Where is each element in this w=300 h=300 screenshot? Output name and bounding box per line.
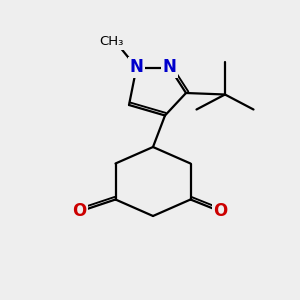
Text: CH₃: CH₃ — [99, 35, 124, 49]
Text: O: O — [213, 202, 228, 220]
Text: N: N — [163, 58, 176, 76]
Text: N: N — [130, 58, 143, 76]
Text: O: O — [72, 202, 87, 220]
